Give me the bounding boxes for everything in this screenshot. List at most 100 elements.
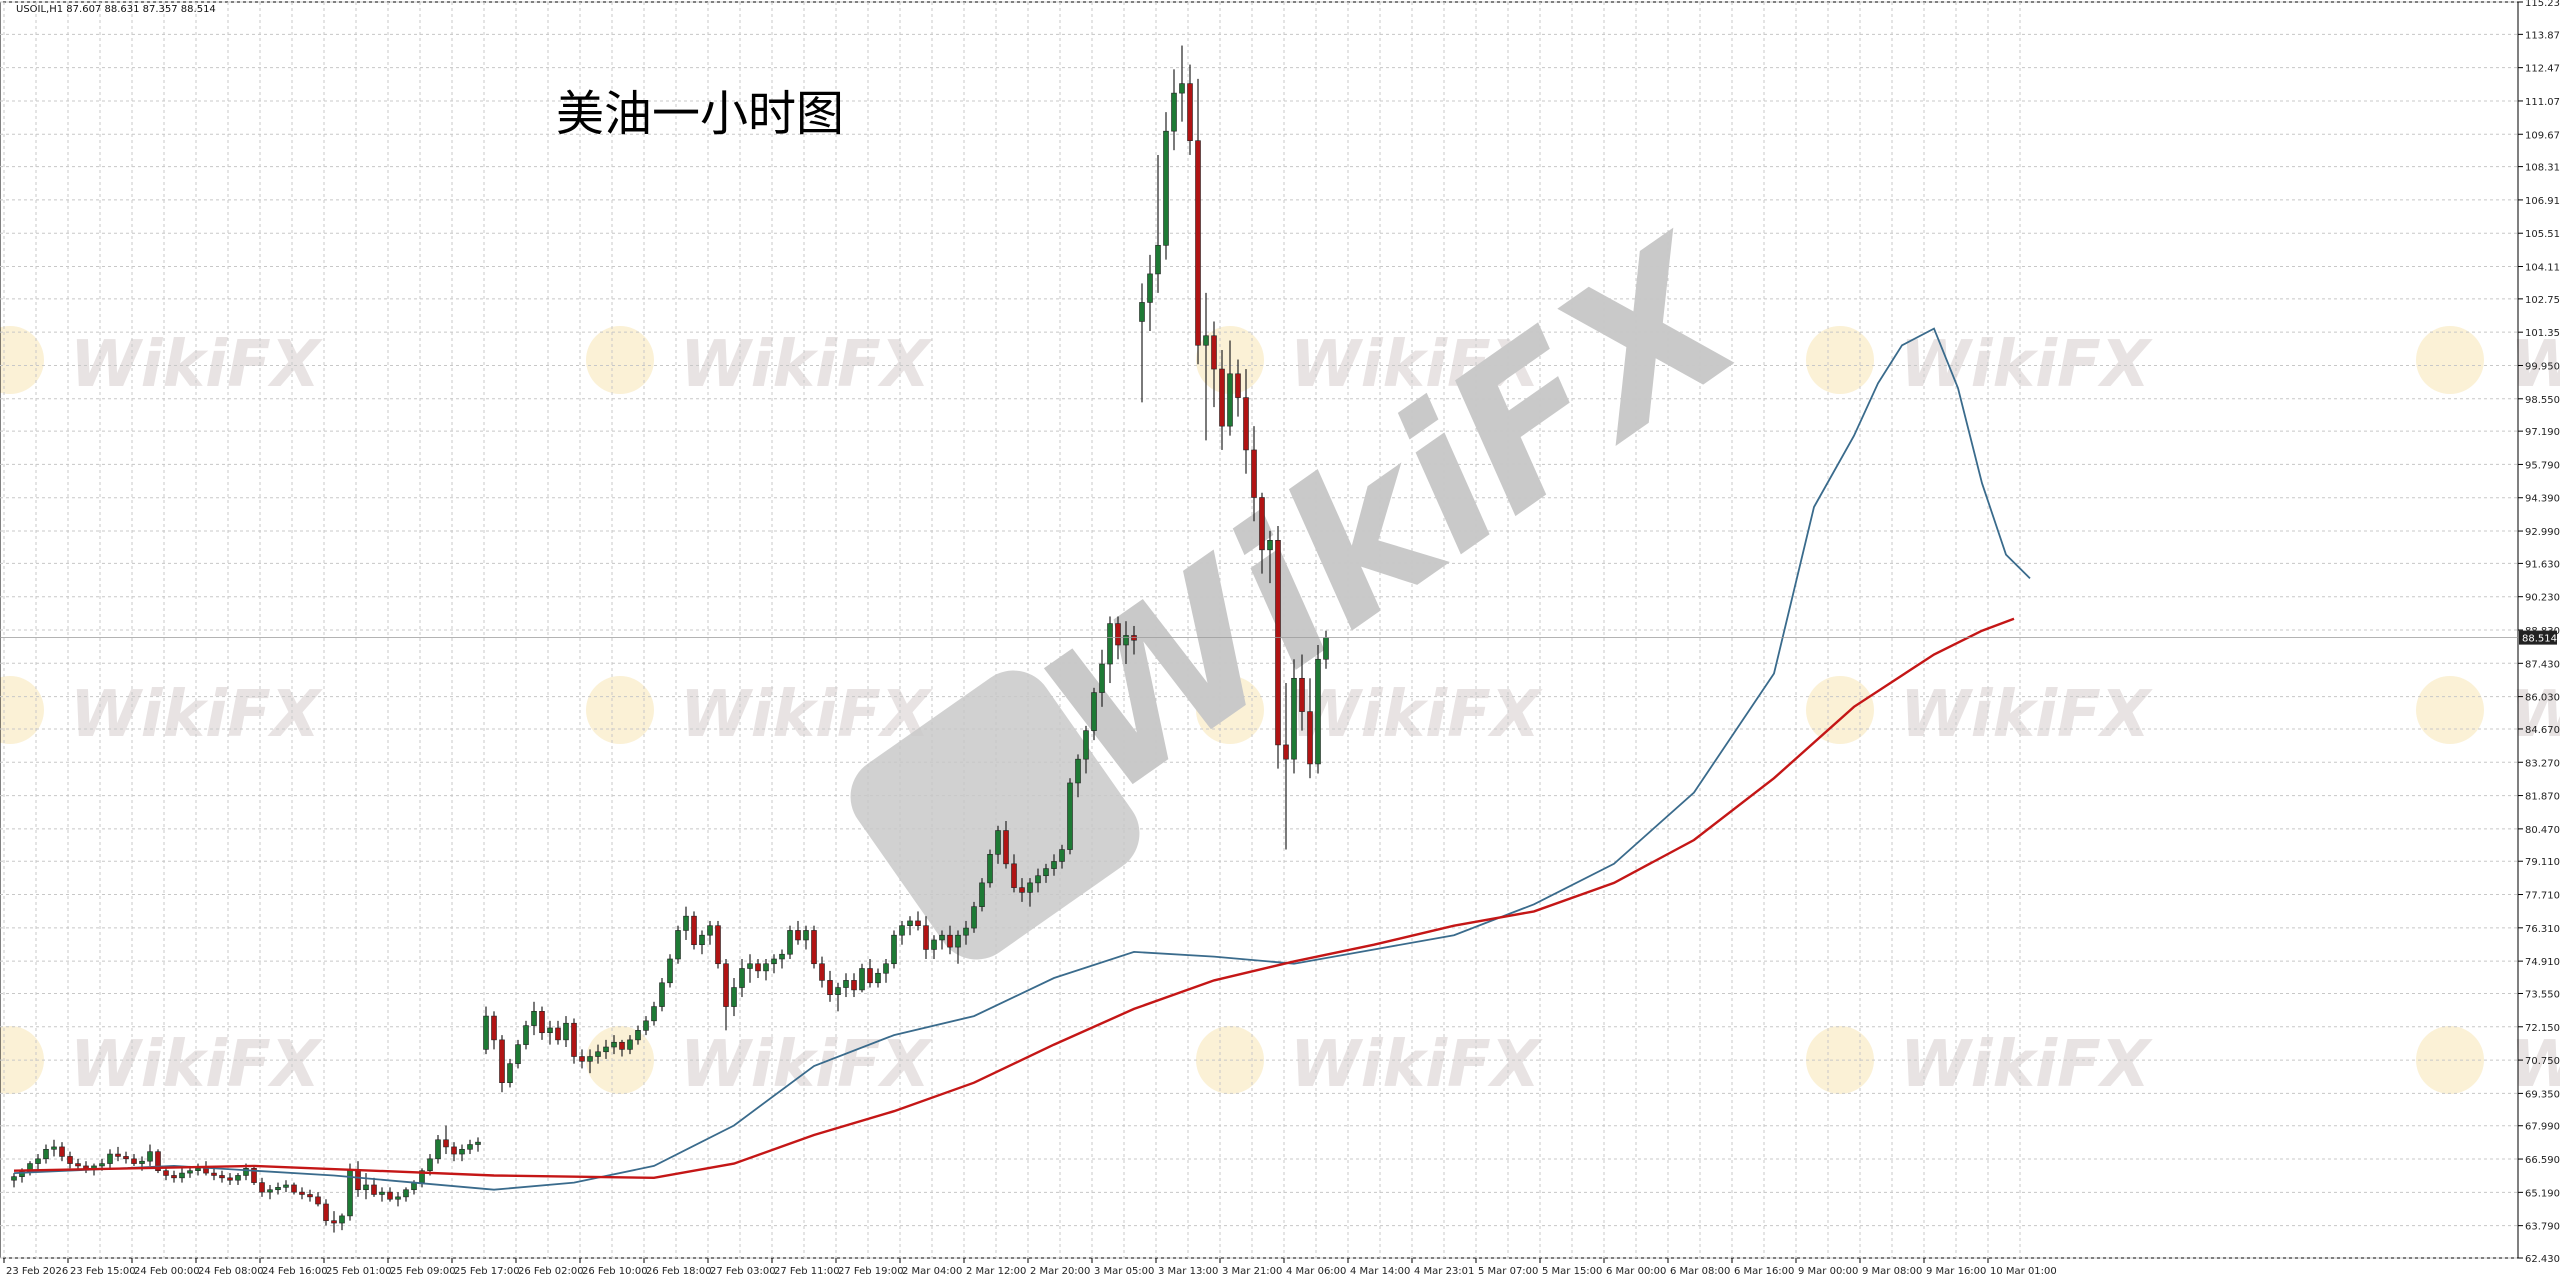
y-tick-label: 90.230 [2525, 593, 2560, 604]
candle [883, 958, 889, 983]
y-tick-label: 70.750 [2525, 1056, 2560, 1067]
candle [499, 1035, 505, 1093]
candle [539, 1006, 545, 1040]
candle-body [291, 1184, 297, 1193]
candle [627, 1035, 633, 1055]
ma-slow-line [13, 617, 2015, 1180]
candle-body [483, 1015, 489, 1050]
y-tick-label: 109.670 [2525, 130, 2560, 141]
x-tick-label: 9 Mar 16:00 [1926, 1266, 1986, 1277]
candle-body [67, 1156, 73, 1164]
candle [555, 1020, 561, 1045]
candle-body [963, 927, 969, 936]
candle-body [923, 925, 929, 950]
candle-body [1315, 658, 1321, 765]
x-tick-label: 23 Feb 15:00 [70, 1266, 136, 1277]
candle [707, 920, 713, 945]
candle-body [835, 987, 841, 995]
candle [875, 968, 881, 988]
y-tick-label: 111.070 [2525, 97, 2560, 108]
candle [443, 1125, 449, 1155]
candle [1075, 754, 1081, 798]
candle-body [843, 980, 849, 988]
candle-body [987, 854, 993, 884]
candle-body [579, 1056, 585, 1062]
candle-body [851, 980, 857, 991]
candle-body [1235, 373, 1241, 398]
candle [771, 954, 777, 974]
candle-body [1259, 497, 1265, 551]
candle-body [187, 1170, 193, 1174]
candle [667, 954, 673, 988]
candle [1275, 526, 1281, 769]
x-tick-label: 27 Feb 11:00 [774, 1266, 840, 1277]
x-tick-label: 25 Feb 17:00 [454, 1266, 520, 1277]
candle [131, 1154, 137, 1166]
candle [507, 1058, 513, 1088]
y-tick-label: 73.550 [2525, 989, 2560, 1000]
watermark-text: WikiFX [70, 678, 323, 752]
candle [787, 925, 793, 959]
x-tick-label: 26 Feb 02:00 [518, 1266, 584, 1277]
candle-body [707, 925, 713, 936]
watermark-text: WikiFX [1290, 1028, 1543, 1102]
watermark-logo-icon [1806, 326, 1874, 394]
candle [251, 1165, 257, 1185]
candle-body [1227, 373, 1233, 427]
candle-body [123, 1156, 129, 1160]
candle-body [1243, 397, 1249, 451]
watermark-logo-icon [2416, 326, 2484, 394]
candle-body [1059, 849, 1065, 862]
candle [851, 973, 857, 998]
candle-body [507, 1063, 513, 1083]
y-tick-label: 76.310 [2525, 924, 2560, 935]
watermark-logo-icon [0, 676, 44, 744]
candle-body [395, 1196, 401, 1200]
watermark-logo-icon [586, 676, 654, 744]
candle-body [803, 930, 809, 941]
candle-body [275, 1187, 281, 1191]
watermark-logo-icon [0, 1026, 44, 1094]
candle [59, 1142, 65, 1162]
candle-body [1075, 758, 1081, 784]
y-tick-label: 104.110 [2525, 263, 2560, 274]
candle-body [227, 1177, 233, 1181]
candle [1163, 112, 1169, 260]
candle-body [899, 925, 905, 936]
candle-body [1147, 273, 1153, 303]
candle-body [971, 906, 977, 929]
candle-body [1003, 830, 1009, 865]
candle-body [1323, 637, 1329, 660]
x-tick-label: 24 Feb 16:00 [262, 1266, 328, 1277]
watermark-text: WikiFX [680, 1028, 933, 1102]
candle-body [691, 915, 697, 946]
candle [147, 1144, 153, 1166]
candle-body [651, 1006, 657, 1022]
candle [1027, 878, 1033, 907]
candle [331, 1211, 337, 1233]
candle [891, 930, 897, 969]
candle [827, 970, 833, 1002]
candle-body [435, 1139, 441, 1160]
candle [1211, 321, 1217, 408]
y-tick-label: 95.790 [2525, 460, 2560, 471]
x-tick-label: 5 Mar 15:00 [1542, 1266, 1602, 1277]
candle [635, 1025, 641, 1045]
candle-body [675, 930, 681, 960]
y-tick-label: 105.510 [2525, 229, 2560, 240]
candle [1003, 821, 1009, 869]
y-tick-label: 98.550 [2525, 395, 2560, 406]
candle-body [1155, 245, 1161, 275]
candle [963, 920, 969, 945]
candle [1315, 644, 1321, 774]
watermark-logo-icon [1806, 676, 1874, 744]
candle [403, 1187, 409, 1202]
candle [315, 1192, 321, 1207]
candle-body [1035, 875, 1041, 884]
candle-body [339, 1215, 345, 1224]
candle-body [171, 1175, 177, 1179]
candle [731, 978, 737, 1017]
candle [1307, 678, 1313, 779]
